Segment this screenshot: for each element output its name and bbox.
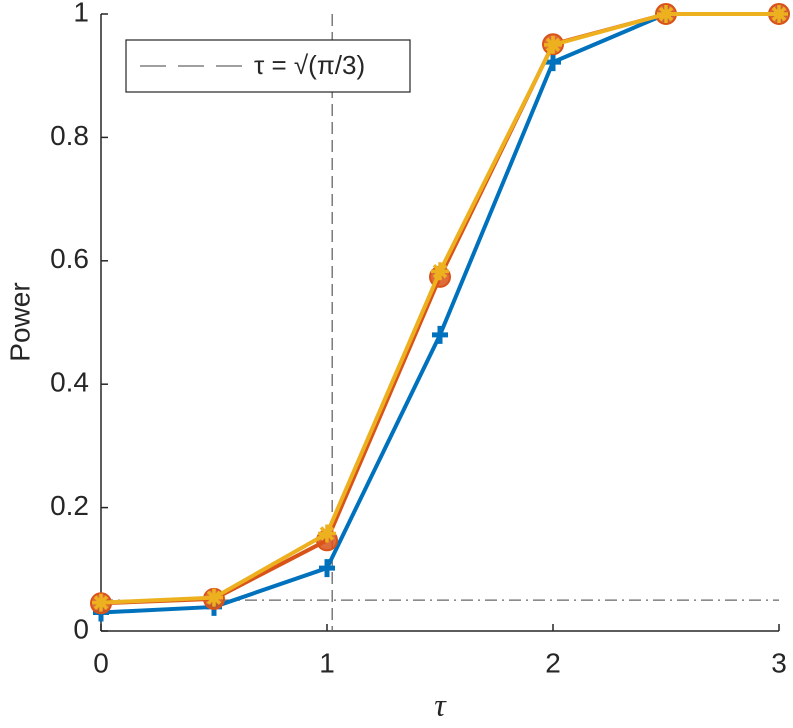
data-point [205,588,223,607]
data-point [319,559,335,578]
x-tick-label: 3 [771,647,787,678]
y-tick-label: 0.6 [50,243,89,274]
y-tick-label: 0.8 [50,120,89,151]
data-point [92,593,110,612]
x-tick-label: 1 [319,647,335,678]
y-tick-label: 0.2 [50,490,89,521]
x-tick-label: 2 [545,647,561,678]
data-point [657,5,675,23]
data-point [545,53,561,72]
y-axis-label: Power [4,282,35,361]
data-point [544,35,562,54]
series-line [100,12,779,606]
data-point [318,524,336,543]
x-axis-label: τ [434,686,447,722]
data-point [432,325,448,344]
data-point [431,262,449,281]
series-line [100,12,779,615]
y-tick-label: 0 [73,613,89,644]
legend-box [125,39,411,93]
data-point [770,5,788,23]
y-tick-label: 1 [73,0,89,27]
series-line [100,12,779,605]
x-tick-label: 0 [93,647,109,678]
legend-label: τ = √(π/3) [254,50,365,80]
y-tick-label: 0.4 [50,367,89,398]
